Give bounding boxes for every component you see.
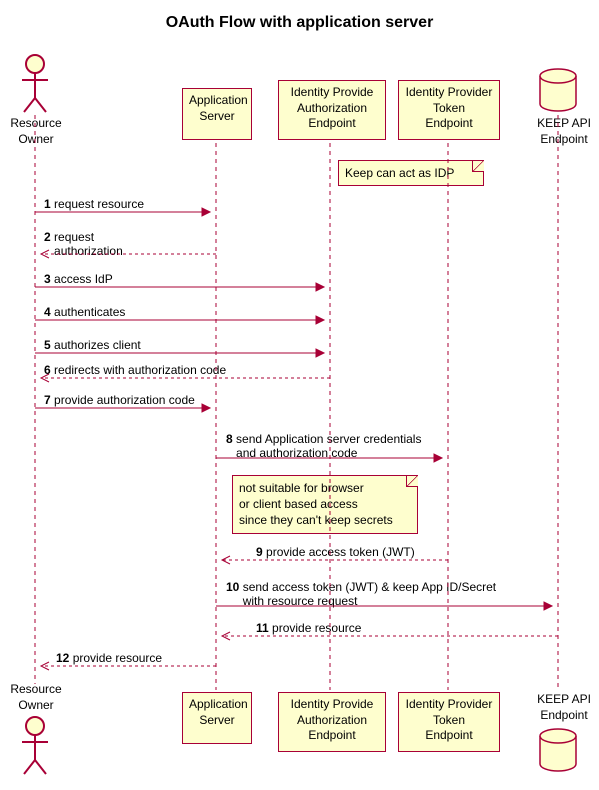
msg-9: 9 provide access token (JWT) <box>256 545 415 559</box>
note-idp: Keep can act as IDP <box>338 160 484 186</box>
participant-auth-top: Identity Provide Authorization Endpoint <box>278 80 386 140</box>
msg-5: 5 authorizes client <box>44 338 141 352</box>
msg-7: 7 provide authorization code <box>44 393 195 407</box>
participant-app-bot: Application Server <box>182 692 252 744</box>
note-corner-icon <box>406 475 418 487</box>
participant-keep-label-top: KEEP API Endpoint <box>528 116 599 147</box>
actor-owner-label-bot: Resource Owner <box>6 682 66 713</box>
note-browser: not suitable for browser or client based… <box>232 475 418 534</box>
note-browser-line3: since they can't keep secrets <box>239 512 411 528</box>
participant-app-top: Application Server <box>182 88 252 140</box>
msg-4: 4 authenticates <box>44 305 125 319</box>
note-corner-icon <box>472 160 484 172</box>
diagram-title: OAuth Flow with application server <box>0 14 599 32</box>
msg-2: 2 request authorization <box>44 230 123 259</box>
participant-token-label: Identity Provider Token Endpoint <box>406 85 493 130</box>
database-keep-icon-top <box>540 69 576 111</box>
msg-1: 1 request resource <box>44 197 144 211</box>
actor-owner-icon-bot <box>22 717 48 774</box>
participant-token-label-bot: Identity Provider Token Endpoint <box>406 697 493 742</box>
participant-app-label: Application Server <box>189 93 248 123</box>
participant-auth-bot: Identity Provide Authorization Endpoint <box>278 692 386 752</box>
participant-token-top: Identity Provider Token Endpoint <box>398 80 500 140</box>
note-browser-line1: not suitable for browser <box>239 480 411 496</box>
msg-6: 6 redirects with authorization code <box>44 363 226 377</box>
participant-auth-label-bot: Identity Provide Authorization Endpoint <box>291 697 374 742</box>
msg-11: 11 provide resource <box>256 621 361 635</box>
msg-8: 8 send Application server credentials an… <box>226 432 421 461</box>
note-browser-line2: or client based access <box>239 496 411 512</box>
msg-3: 3 access IdP <box>44 272 113 286</box>
actor-owner-label-top: Resource Owner <box>6 116 66 147</box>
participant-auth-label: Identity Provide Authorization Endpoint <box>291 85 374 130</box>
msg-12: 12 provide resource <box>56 651 162 665</box>
participant-app-label-bot: Application Server <box>189 697 248 727</box>
msg-10: 10 send access token (JWT) & keep App ID… <box>226 580 496 609</box>
note-idp-text: Keep can act as IDP <box>345 166 454 180</box>
participant-token-bot: Identity Provider Token Endpoint <box>398 692 500 752</box>
participant-keep-label-bot: KEEP API Endpoint <box>528 692 599 723</box>
database-keep-icon-bot <box>540 729 576 771</box>
actor-owner-icon-top <box>22 55 48 112</box>
